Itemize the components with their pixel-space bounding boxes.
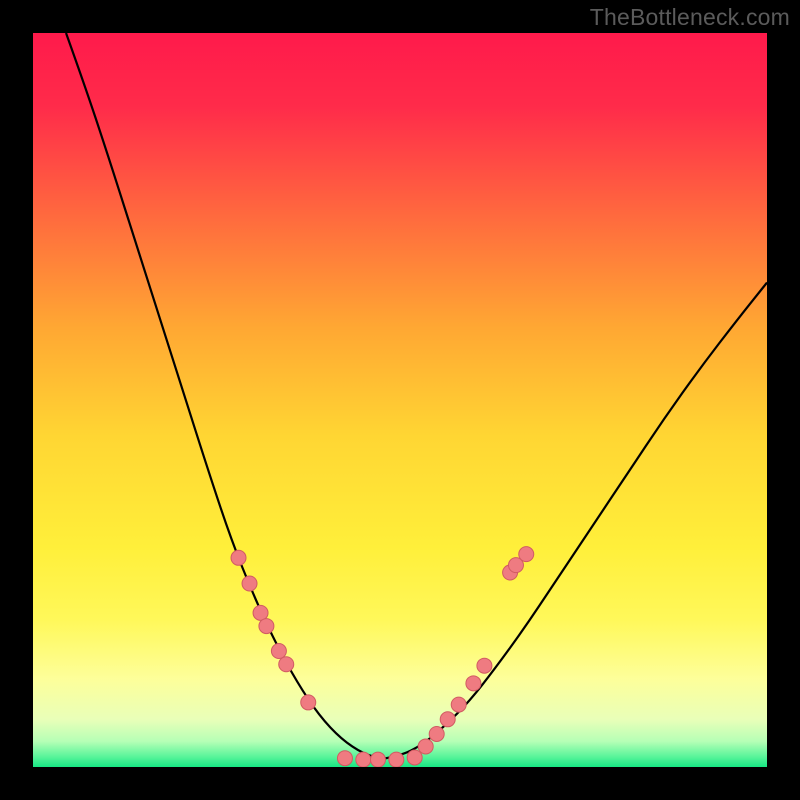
watermark-label: TheBottleneck.com [590, 4, 790, 31]
data-marker [242, 576, 257, 591]
bottleneck-curve-right [382, 283, 767, 759]
data-marker [519, 547, 534, 562]
data-marker [279, 657, 294, 672]
data-marker [440, 712, 455, 727]
plot-area [33, 33, 767, 767]
data-marker [370, 752, 385, 767]
data-marker [301, 695, 316, 710]
chart-svg [33, 33, 767, 767]
data-marker [389, 752, 404, 767]
data-marker [259, 619, 274, 634]
data-marker [337, 751, 352, 766]
data-marker [466, 676, 481, 691]
data-marker [451, 697, 466, 712]
data-marker [407, 750, 422, 765]
data-marker [418, 739, 433, 754]
data-marker [356, 752, 371, 767]
data-marker [429, 726, 444, 741]
bottleneck-curve-left [66, 33, 382, 759]
data-marker [231, 550, 246, 565]
data-markers-group [231, 547, 534, 767]
data-marker [271, 644, 286, 659]
data-marker [477, 658, 492, 673]
